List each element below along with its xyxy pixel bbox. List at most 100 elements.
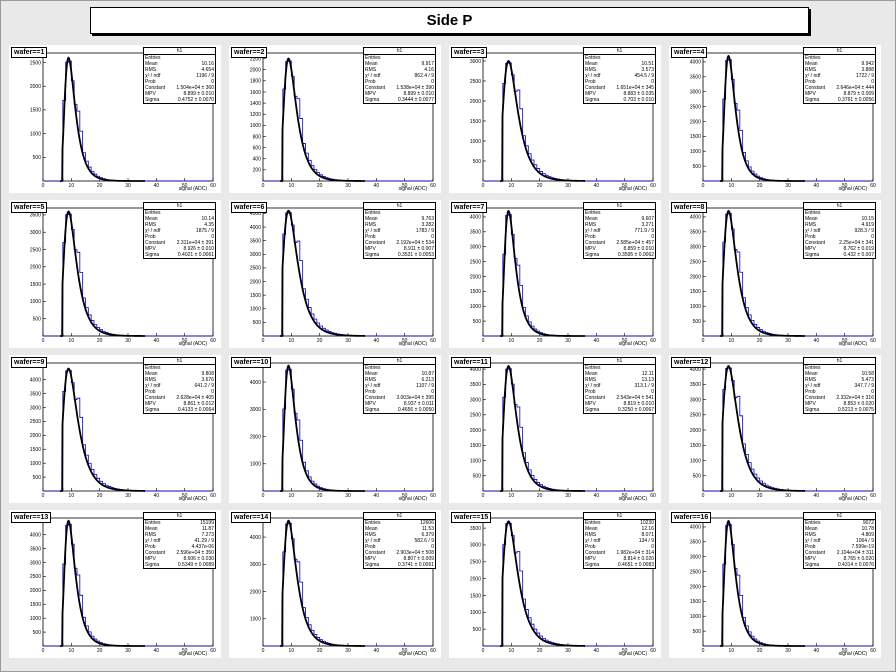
histogram-pad: 1000 2000 3000 4000 0 10 20 30 40 50 60 wafer==10 h1… (229, 355, 441, 503)
y-tick-label: 500 (33, 475, 42, 481)
stats-row-sigma: Sigma 0.3250 ± 0.0067 (584, 407, 655, 413)
stats-value: 1.538e+04 ± 390 (396, 85, 434, 91)
x-tick-label: 50 (402, 493, 408, 499)
stats-value: 3.282 (421, 222, 434, 228)
stats-value: 8.807 ± 0.009 (403, 556, 434, 562)
stats-key: RMS (805, 222, 817, 228)
stats-row-mpv: MPV 8.814 ± 0.020 (584, 556, 655, 562)
stats-value: 7.599e-19 (851, 544, 874, 550)
stats-value: 1722 / 9 (855, 73, 874, 79)
stats-key: Constant (365, 240, 386, 246)
stats-value: 0 (651, 79, 654, 85)
stats-key: Entries (585, 520, 601, 526)
fit-curve (500, 209, 585, 337)
stats-key: Entries (805, 210, 821, 216)
x-tick-label: 30 (565, 493, 571, 499)
x-tick-label: 60 (650, 493, 656, 499)
y-tick-label: 500 (473, 474, 482, 480)
stats-row-mpv: MPV 8.926 ± 0.010 (144, 246, 215, 252)
stats-row-mpv: MPV 8.879 ± 0.009 (804, 91, 875, 97)
stats-box: h1 Entries Mean 10.16 RMS 4.654 χ² / ndf 1196 /… (143, 47, 216, 104)
y-tick-label: 3000 (250, 562, 261, 568)
y-tick-label: 1200 (250, 112, 261, 118)
histogram-plot: 500 1000 1500 2000 2500 3000 3500 0 10 20 30 40 50 60 (30, 207, 216, 344)
stats-row-mean: Mean 10.58 (804, 371, 875, 377)
stats-row-rms: RMS 6.379 (364, 532, 435, 538)
y-tick-label: 1500 (30, 602, 41, 608)
x-axis-label: signal (ADC) (618, 186, 647, 192)
pad-label: wafer==16 (671, 512, 712, 523)
x-tick-label: 50 (842, 338, 848, 344)
stats-row-mean: Mean 9.808 (144, 371, 215, 377)
y-tick-label: 2000 (470, 576, 481, 582)
stats-row-chi2: χ² / ndf 1196 / 9 (144, 73, 215, 79)
y-tick-label: 2500 (30, 574, 41, 580)
x-tick-label: 20 (97, 338, 103, 344)
stats-title: h1 (584, 358, 655, 365)
stats-key: χ² / ndf (145, 73, 161, 79)
stats-value: 1875 / 9 (195, 228, 214, 234)
x-tick-label: 20 (317, 183, 323, 189)
stats-value: 0 (431, 389, 434, 395)
stats-key: χ² / ndf (585, 538, 601, 544)
fit-curve (280, 519, 365, 647)
stats-key: Prob (805, 544, 816, 550)
stats-value: 10.87 (421, 371, 434, 377)
pad-label: wafer==9 (11, 357, 48, 368)
stats-key: Sigma (145, 97, 160, 103)
x-tick-label: 30 (125, 648, 131, 654)
stats-value: 3.676 (201, 377, 214, 383)
y-tick-label: 4000 (250, 535, 261, 541)
stats-key: χ² / ndf (585, 383, 601, 389)
histogram-plot: 5001000150020002500300035004000450001020… (30, 362, 216, 499)
y-tick-label: 3500 (250, 238, 261, 244)
page-title: Side P (426, 12, 473, 29)
fit-curve (720, 209, 805, 337)
histogram-pad: 1000 2000 3000 4000 0 10 20 30 40 50 60 wafer==14 h1… (229, 510, 441, 658)
y-tick-label: 2000 (470, 99, 481, 105)
stats-key: Constant (145, 240, 166, 246)
stats-value: 2.628e+04 ± 405 (176, 395, 214, 401)
y-tick-label: 1000 (30, 461, 41, 467)
y-tick-label: 1500 (250, 293, 261, 299)
stats-row-constant: Constant 2.104e+04 ± 311 (804, 550, 875, 556)
y-tick-label: 1000 (690, 458, 701, 464)
y-tick-label: 2000 (250, 589, 261, 595)
stats-key: Prob (365, 389, 376, 395)
stats-value: 0 (871, 79, 874, 85)
histogram-pad: 500 1000 1500 2000 2500 3000 0 10 20 30 40 50 60 wafe… (449, 45, 661, 193)
x-tick-label: 40 (814, 338, 820, 344)
y-tick-label: 2000 (250, 434, 261, 440)
stats-key: Sigma (805, 97, 820, 103)
stats-row-entries: Entries (804, 210, 875, 216)
x-tick-label: 0 (482, 183, 485, 189)
y-tick-label: 1000 (250, 462, 261, 468)
y-tick-label: 1500 (470, 443, 481, 449)
x-tick-label: 50 (402, 338, 408, 344)
y-tick-label: 4000 (250, 380, 261, 386)
x-tick-label: 10 (729, 648, 735, 654)
histogram-pad: 500 1000 1500 2000 2500 3000 3500 0 10 20 30 40 50 60… (449, 510, 661, 658)
stats-value: 2.332e+04 ± 316 (836, 395, 874, 401)
fit-curve (60, 56, 145, 182)
y-tick-label: 3500 (690, 230, 701, 236)
stats-row-entries: Entries (144, 55, 215, 61)
stats-value: 0 (651, 234, 654, 240)
stats-row-rms: RMS 3.573 (584, 67, 655, 73)
x-tick-label: 0 (42, 493, 45, 499)
x-tick-label: 0 (482, 648, 485, 654)
x-tick-label: 30 (345, 648, 351, 654)
x-tick-label: 0 (482, 493, 485, 499)
stats-row-mpv: MPV 8.899 ± 0.010 (144, 91, 215, 97)
stats-value: 8.937 ± 0.011 (403, 401, 434, 407)
stats-row-rms: RMS 8.071 (584, 532, 655, 538)
y-tick-label: 1000 (690, 614, 701, 620)
stats-box: h1 Entries Mean 9.763 RMS 3.282 χ² / ndf 1783 /… (363, 202, 436, 259)
stats-row-sigma: Sigma 0.5213 ± 0.0075 (804, 407, 875, 413)
stats-row-mpv: MPV 8.861 ± 0.012 (144, 401, 215, 407)
y-tick-label: 2000 (470, 274, 481, 280)
stats-value: 10.78 (861, 526, 874, 532)
stats-value: 0 (871, 389, 874, 395)
stats-value: 0.4651 ± 0.0083 (617, 562, 654, 568)
